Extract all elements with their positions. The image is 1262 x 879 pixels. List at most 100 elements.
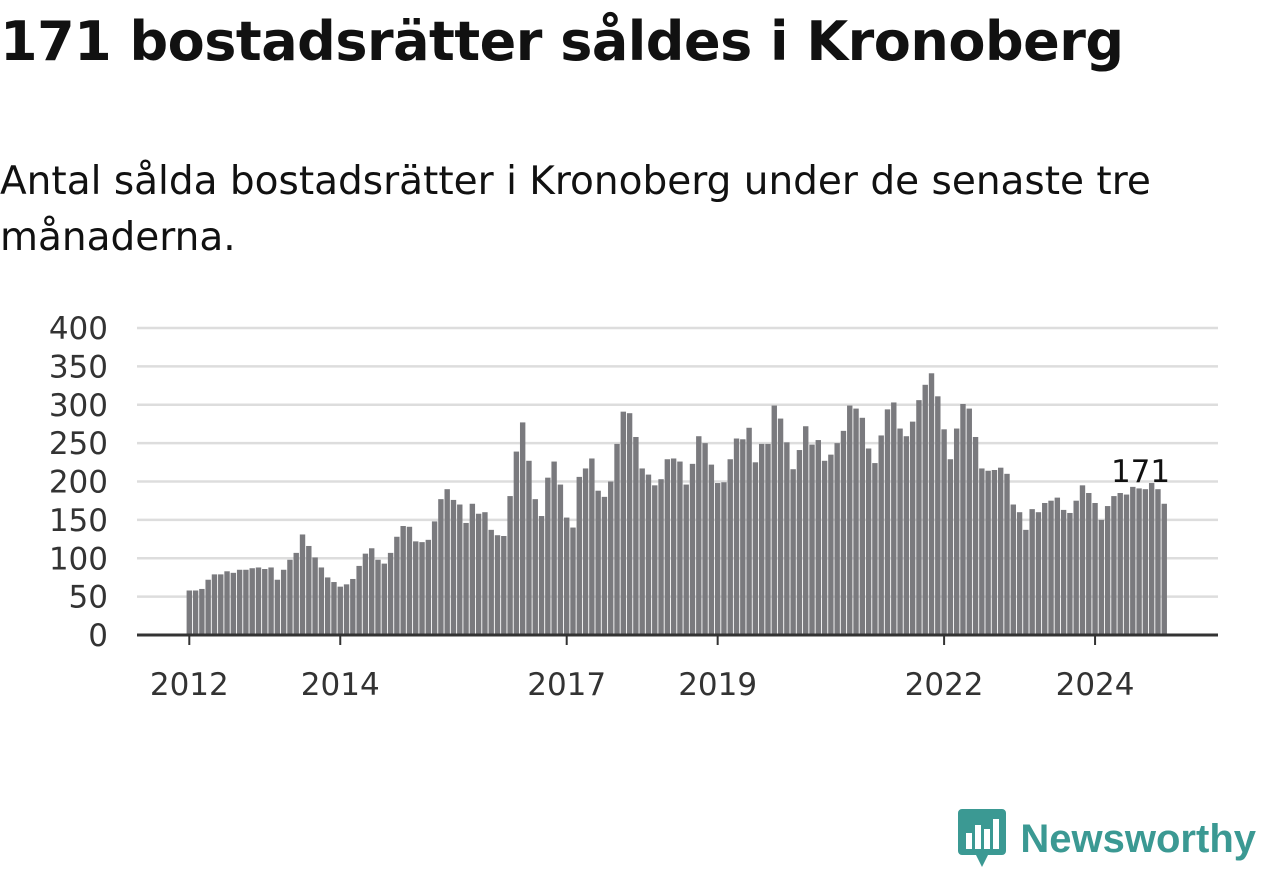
bar: [758, 443, 765, 635]
bar: [652, 485, 658, 635]
bar: [916, 400, 922, 635]
bar: [274, 579, 281, 635]
bar: [287, 559, 293, 635]
bar: [249, 568, 255, 635]
bar: [960, 403, 966, 635]
bar: [1079, 485, 1086, 635]
bar: [494, 535, 501, 635]
bar: [765, 443, 771, 635]
bar: [400, 526, 406, 635]
annotations: 171: [1111, 454, 1170, 490]
bar: [853, 408, 859, 635]
bar: [362, 553, 369, 635]
bar: [1142, 489, 1149, 635]
bar: [689, 463, 696, 635]
bar: [815, 440, 821, 635]
bar: [746, 427, 752, 635]
bar: [1060, 509, 1067, 635]
bar: [947, 459, 954, 635]
bar: [633, 436, 639, 635]
bar: [236, 569, 243, 635]
bar: [784, 442, 790, 635]
bar: [909, 421, 916, 635]
bar: [809, 444, 815, 635]
bar: [884, 409, 891, 635]
bar: [1035, 512, 1042, 635]
bar: [796, 450, 803, 635]
bar: [1148, 483, 1155, 635]
brand-name: Newsworthy: [1020, 816, 1256, 861]
bar: [828, 454, 834, 635]
bar: [318, 567, 325, 635]
bar: [186, 590, 192, 635]
bar: [620, 411, 627, 635]
bar: [626, 413, 633, 635]
bar: [526, 460, 532, 635]
bar: [865, 448, 872, 635]
bar: [1130, 486, 1136, 635]
bar: [683, 484, 689, 635]
bar: [922, 384, 928, 635]
bar: [1092, 502, 1098, 635]
bar: [771, 405, 777, 635]
bar: [608, 481, 614, 635]
bar: [935, 396, 941, 635]
x-tick-label: 2017: [527, 667, 606, 703]
bar: [639, 468, 645, 635]
bar: [664, 459, 671, 635]
bar: [224, 571, 230, 635]
bar: [475, 513, 482, 635]
bar: [551, 461, 557, 635]
bar: [972, 436, 979, 635]
bar: [192, 590, 199, 635]
bar: [306, 545, 312, 635]
bar: [1123, 494, 1130, 635]
bar: [1042, 502, 1048, 635]
bar: [840, 430, 847, 635]
bar: [205, 579, 211, 635]
y-tick-label: 100: [49, 541, 108, 577]
bar: [891, 402, 897, 635]
bar: [545, 477, 551, 635]
bar: [985, 470, 991, 635]
bar: [941, 429, 947, 635]
bar: [702, 443, 708, 636]
bar: [576, 476, 582, 635]
bar: [218, 574, 224, 635]
bar: [469, 503, 476, 635]
bar: [727, 459, 733, 635]
x-tick-label: 2024: [1056, 667, 1135, 703]
bar: [966, 408, 972, 635]
bar: [262, 569, 268, 635]
bar: [444, 489, 450, 635]
bar: [406, 526, 413, 635]
bar: [463, 522, 469, 635]
chart-subtitle: Antal sålda bostadsrätter i Kronoberg un…: [0, 159, 1151, 260]
bar: [381, 563, 387, 635]
bar: [243, 569, 249, 635]
highlight-value-label: 171: [1111, 454, 1170, 490]
bar: [1136, 488, 1142, 635]
bar: [507, 496, 513, 635]
y-tick-label: 250: [49, 426, 108, 462]
bar: [1155, 489, 1161, 635]
x-tick-label: 2014: [301, 667, 380, 703]
bar: [293, 552, 299, 635]
bar: [199, 588, 205, 635]
bar: [589, 458, 595, 635]
bar: [532, 499, 538, 635]
bar: [1161, 503, 1167, 635]
bar: [658, 479, 664, 635]
bar: [501, 535, 507, 635]
bar: [570, 527, 576, 635]
bar: [538, 516, 545, 635]
bar: [670, 458, 677, 635]
bar: [564, 517, 570, 635]
bar: [1067, 512, 1073, 635]
bar: [601, 496, 608, 635]
bar: [513, 451, 520, 635]
bar: [897, 428, 903, 635]
bar: [834, 443, 840, 636]
